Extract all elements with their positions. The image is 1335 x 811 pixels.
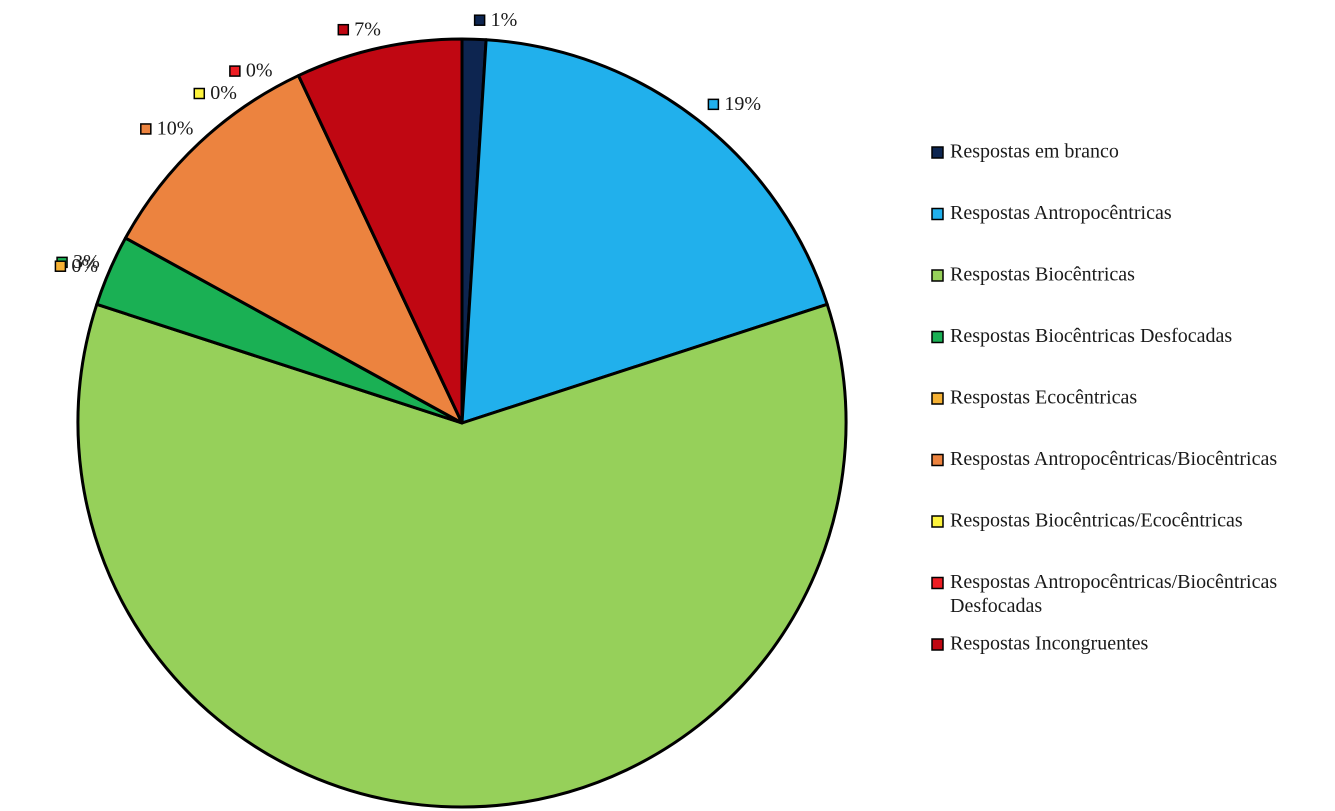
legend-swatch — [931, 207, 944, 221]
legend-item-respostas-ecocentricas: Respostas Ecocêntricas — [931, 387, 1137, 409]
data-label-marker — [140, 123, 152, 135]
data-label-text: 3% — [73, 251, 100, 273]
pie-slices — [76, 37, 848, 809]
legend-swatch — [931, 392, 944, 405]
legend-label: Respostas Ecocêntricas — [950, 387, 1137, 409]
data-label-text: 0% — [71, 255, 98, 277]
data-label-marker — [54, 260, 67, 272]
legend-label: Respostas em branco — [950, 141, 1119, 163]
data-label-respostas-ecocentricas: 0% — [54, 255, 98, 277]
legend-swatch — [931, 515, 944, 528]
data-label-respostas-biocentricas-ecocentricas: 0% — [193, 82, 237, 104]
legend: Respostas em branco Respostas Antropocênt… — [931, 141, 1277, 655]
data-label-marker — [473, 14, 486, 26]
data-label-marker — [337, 23, 350, 36]
legend-label: Respostas Antropocêntricas/Biocêntricas — [950, 448, 1277, 470]
data-label-marker — [193, 87, 206, 100]
pie-slice-respostas-biocentricas — [76, 302, 848, 809]
legend-swatch — [931, 453, 944, 467]
data-label-respostas-em-branco: 1% — [473, 9, 518, 31]
data-label-text: 0% — [210, 82, 237, 104]
legend-label: Respostas Biocêntricas Desfocadas — [950, 325, 1232, 347]
pie-slice-respostas-incongruentes — [297, 37, 464, 425]
legend-swatch — [931, 269, 944, 282]
legend-item-respostas-antropocentricas: Respostas Antropocêntricas — [931, 202, 1172, 224]
legend-item-respostas-biocentricas: Respostas Biocêntricas — [931, 264, 1135, 286]
data-labels: 1%19%60%3%0%10%0%0%7% — [54, 9, 761, 277]
data-label-respostas-antropocentricas-biocentricas: 10% — [140, 118, 194, 140]
legend-item-respostas-antropocentricas-biocentricas: Respostas Antropocêntricas/Biocêntricas — [931, 448, 1277, 470]
data-label-text: 7% — [354, 18, 381, 40]
data-label-marker — [229, 65, 241, 77]
legend-swatch — [931, 330, 944, 344]
data-label-marker — [707, 98, 720, 111]
legend-item-respostas-antropocentricas-biocentricas-desfocadas: Respostas Antropocêntricas/BiocêntricasD… — [931, 571, 1277, 617]
legend-swatch — [931, 638, 944, 651]
legend-swatch — [931, 146, 944, 159]
data-label-text: 1% — [491, 9, 518, 31]
legend-label: Respostas Biocêntricas/Ecocêntricas — [950, 510, 1243, 532]
legend-item-respostas-em-branco: Respostas em branco — [931, 141, 1119, 163]
data-label-text: 0% — [246, 60, 273, 82]
pie-slice-respostas-antropocentricas — [460, 38, 829, 425]
data-label-respostas-incongruentes: 7% — [337, 18, 381, 40]
legend-item-respostas-biocentricas-ecocentricas: Respostas Biocêntricas/Ecocêntricas — [931, 510, 1243, 532]
legend-swatch — [931, 576, 944, 590]
legend-label: Respostas Biocêntricas — [950, 264, 1135, 286]
legend-label: Respostas Antropocêntricas — [950, 202, 1172, 224]
legend-label: Respostas Antropocêntricas/Biocêntricas — [950, 571, 1277, 593]
legend-item-respostas-incongruentes: Respostas Incongruentes — [931, 633, 1149, 655]
data-label-text: 10% — [157, 118, 194, 140]
legend-label: Respostas Incongruentes — [950, 633, 1149, 655]
pie-slice-respostas-antropocentricas-biocentricas — [123, 74, 464, 425]
data-label-respostas-antropocentricas-biocentricas-desfocadas: 0% — [229, 60, 273, 82]
data-label-respostas-antropocentricas: 19% — [707, 93, 761, 115]
legend-label: Desfocadas — [950, 595, 1042, 617]
data-label-text: 19% — [724, 93, 761, 115]
legend-item-respostas-biocentricas-desfocadas: Respostas Biocêntricas Desfocadas — [931, 325, 1232, 347]
